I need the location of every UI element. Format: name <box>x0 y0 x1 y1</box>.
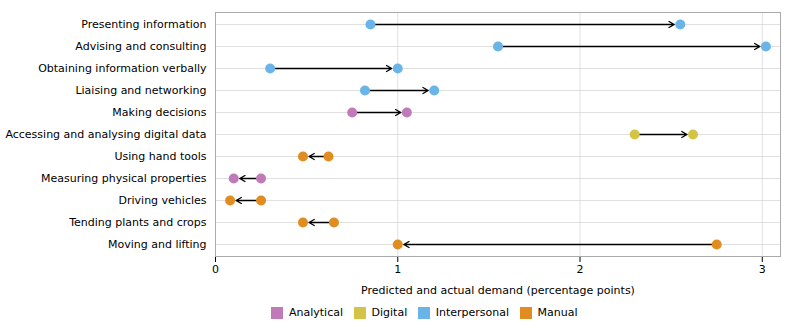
svg-text:2: 2 <box>577 263 584 276</box>
html-text:Interpersonal: Interpersonal <box>435 306 509 319</box>
svg-text:3: 3 <box>759 263 766 276</box>
html-text:Analytical: Analytical <box>289 306 343 319</box>
svg-text:Measuring physical properties: Measuring physical properties <box>41 172 207 185</box>
svg-text:Tending plants and crops: Tending plants and crops <box>68 216 207 229</box>
svg-text:Moving and lifting: Moving and lifting <box>108 238 207 251</box>
svg-text:Advising and consulting: Advising and consulting <box>75 40 206 53</box>
svg-text:Accessing and analysing digita: Accessing and analysing digital data <box>5 128 206 141</box>
svg-text:Using hand tools: Using hand tools <box>114 150 206 163</box>
svg-text:0: 0 <box>212 263 219 276</box>
svg-text:Liaising and networking: Liaising and networking <box>75 84 206 97</box>
svg-text:Making decisions: Making decisions <box>112 106 206 119</box>
svg-text:Presenting information: Presenting information <box>81 18 206 31</box>
svg-text:Driving vehicles: Driving vehicles <box>119 194 207 207</box>
svg-text:Predicted and actual demand (p: Predicted and actual demand (percentage … <box>361 284 635 297</box>
html-text:Manual: Manual <box>537 306 578 319</box>
html-text:Digital: Digital <box>371 306 408 319</box>
svg-text:1: 1 <box>394 263 401 276</box>
svg-text:Obtaining information verbally: Obtaining information verbally <box>38 62 207 75</box>
